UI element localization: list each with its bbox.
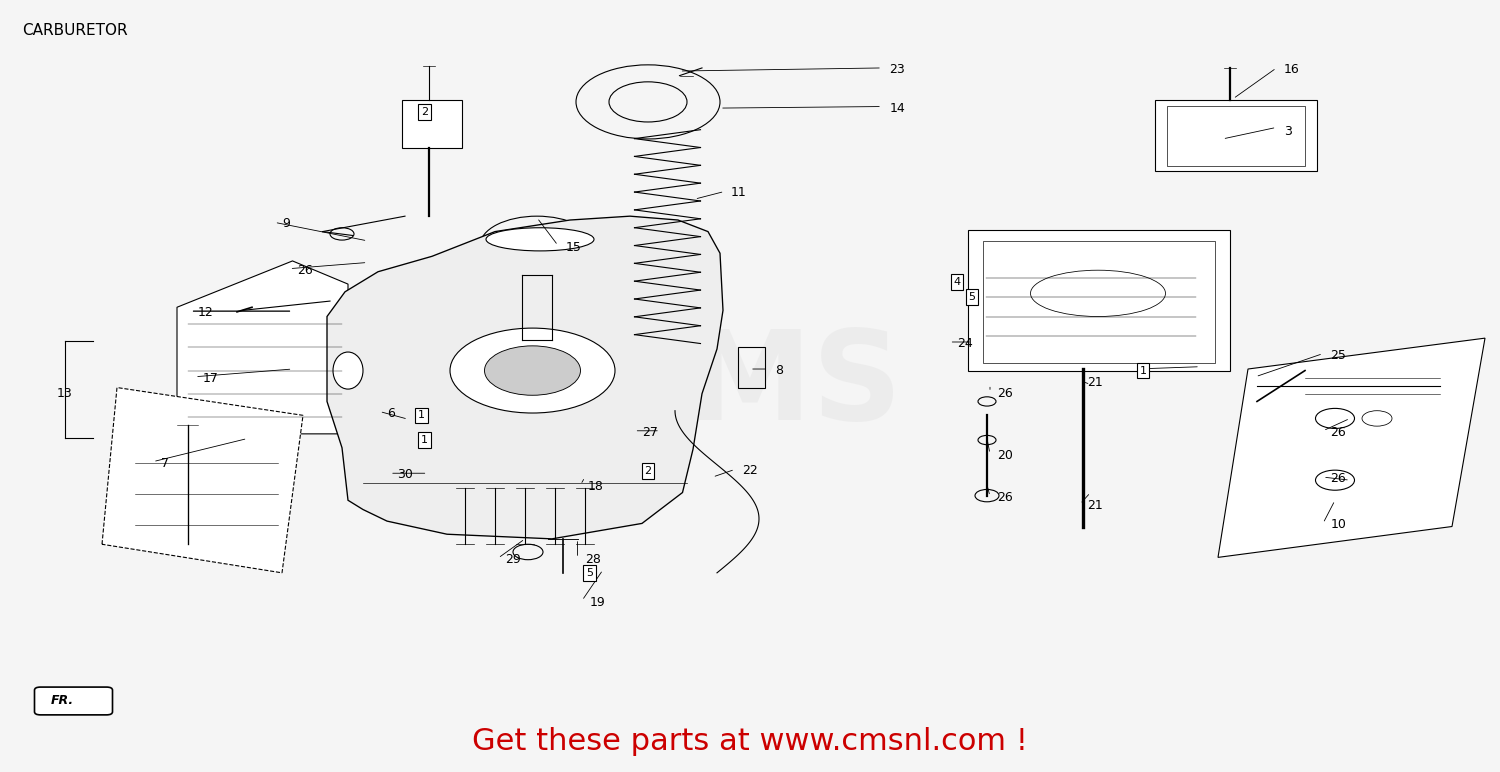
FancyBboxPatch shape <box>34 687 112 715</box>
Polygon shape <box>102 388 303 573</box>
Text: 21: 21 <box>1088 499 1102 512</box>
Text: 3: 3 <box>1284 125 1292 137</box>
Text: 10: 10 <box>1330 519 1347 531</box>
Text: 7: 7 <box>160 457 168 469</box>
Text: 4: 4 <box>954 277 960 286</box>
Text: CARBURETOR: CARBURETOR <box>22 23 128 38</box>
Circle shape <box>450 328 615 413</box>
Text: 2: 2 <box>422 107 428 117</box>
Ellipse shape <box>333 352 363 389</box>
Text: 25: 25 <box>1330 349 1347 361</box>
Text: FR.: FR. <box>51 695 74 707</box>
Text: 15: 15 <box>566 241 582 253</box>
Polygon shape <box>177 261 348 434</box>
Text: 13: 13 <box>57 388 72 400</box>
Text: 30: 30 <box>398 469 414 481</box>
Bar <box>1167 106 1305 166</box>
Text: 1: 1 <box>1140 366 1146 375</box>
Text: 20: 20 <box>998 449 1014 462</box>
Bar <box>738 347 765 388</box>
Text: 2: 2 <box>645 466 651 476</box>
Text: 26: 26 <box>297 264 312 276</box>
Text: 17: 17 <box>202 372 219 384</box>
Bar <box>402 100 462 148</box>
Text: 9: 9 <box>282 218 290 230</box>
Text: 6: 6 <box>387 407 394 419</box>
Text: 1: 1 <box>419 411 424 420</box>
Polygon shape <box>327 216 723 539</box>
Text: 27: 27 <box>642 426 658 438</box>
Text: 28: 28 <box>585 554 602 566</box>
Ellipse shape <box>486 228 594 251</box>
Text: 18: 18 <box>588 480 604 493</box>
Bar <box>982 241 1215 363</box>
Text: 16: 16 <box>1284 63 1299 76</box>
Text: 19: 19 <box>590 596 604 608</box>
Text: 5: 5 <box>969 293 975 302</box>
Text: 26: 26 <box>1330 472 1347 485</box>
Text: 11: 11 <box>730 187 747 199</box>
Text: 1: 1 <box>422 435 428 445</box>
Circle shape <box>484 346 580 395</box>
Text: 24: 24 <box>957 337 972 350</box>
Text: 21: 21 <box>1088 376 1102 388</box>
Text: 26: 26 <box>1330 426 1347 438</box>
Text: 8: 8 <box>776 364 783 377</box>
Text: 26: 26 <box>998 388 1014 400</box>
Text: 26: 26 <box>998 492 1014 504</box>
Text: Get these parts at www.cmsnl.com !: Get these parts at www.cmsnl.com ! <box>472 726 1028 756</box>
Text: 14: 14 <box>890 102 904 114</box>
Text: 29: 29 <box>506 554 522 566</box>
Text: 23: 23 <box>890 63 904 76</box>
Text: CMS: CMS <box>597 326 903 446</box>
Polygon shape <box>1218 338 1485 557</box>
Text: 5: 5 <box>586 568 592 577</box>
Text: 22: 22 <box>742 465 758 477</box>
Bar <box>968 230 1230 371</box>
Text: 12: 12 <box>198 306 213 319</box>
Bar <box>1155 100 1317 171</box>
